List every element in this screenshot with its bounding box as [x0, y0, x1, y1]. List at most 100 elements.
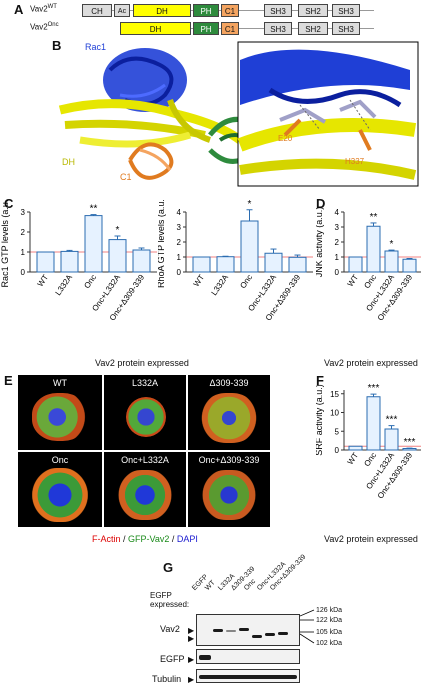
y-tick-label: 0 [177, 268, 182, 277]
y-tick-label: 2 [21, 228, 26, 237]
bar [84, 215, 103, 273]
panel-label-b: B [52, 38, 62, 53]
arrow-vav2-a: ▶ [188, 626, 195, 635]
significance-label: ** [90, 204, 98, 215]
panel-label-a: A [14, 2, 24, 17]
panel-label-f: F [316, 373, 324, 388]
marker-ticks [300, 609, 315, 644]
bar [60, 250, 79, 273]
c1-structure [128, 142, 174, 180]
arrow-vav2-b: ▶ [188, 634, 195, 643]
blot-egfp [196, 649, 300, 664]
y-tick-label: 1 [177, 253, 182, 262]
vav2-onc-label: Vav2Onc [30, 22, 59, 32]
rac1-label: Rac1 [85, 42, 106, 52]
y-axis-label: JNK activity (a.u.) [316, 207, 324, 278]
panel-label-e: E [4, 373, 13, 388]
x-tick-label: WT [346, 451, 361, 466]
x-tick-label: L332A [53, 272, 74, 297]
panel-label-d: D [316, 196, 326, 211]
marker-126: 126 kDa [316, 607, 343, 614]
micrograph-delta309-339: Δ309-339 [188, 375, 270, 450]
e20-label: E20 [278, 134, 293, 143]
bar [384, 428, 399, 451]
domain-c1-onc: C1 [221, 22, 239, 35]
vav2-wt-label: Vav2WT [30, 4, 57, 14]
chart-rhoa: RhoA GTP levels (a.u.)01234WTL332A*OncOn… [158, 200, 313, 322]
panel-c-xlabel: Vav2 protein expressed [95, 358, 189, 368]
bar [366, 396, 381, 451]
x-tick-label: WT [36, 273, 51, 288]
significance-label: *** [404, 437, 416, 448]
x-tick-label: Onc [362, 273, 378, 290]
blot-vav2 [196, 614, 300, 646]
stain-legend: F-Actin / GFP-Vav2 / DAPI [92, 534, 198, 544]
micrograph-onc-delta309-339: Onc+Δ309-339 [188, 452, 270, 527]
onc-domain-line [120, 28, 374, 29]
y-tick-label: 2 [177, 238, 182, 247]
lane-labels: EGFP WT L332A Δ309-339 Onc Onc+L332A Onc… [191, 554, 307, 605]
y-axis-label: SRF activity (a.u.) [316, 384, 324, 456]
c1-label: C1 [120, 172, 132, 182]
significance-label: ** [370, 212, 378, 223]
marker-102: 102 kDa [316, 640, 343, 647]
row-label-vav2: Vav2 [160, 624, 180, 634]
micrograph-onc-l332a: Onc+L332A [104, 452, 186, 527]
domain-c1-wt: C1 [221, 4, 239, 17]
domain-dh-wt: DH [133, 4, 191, 17]
bar [36, 251, 55, 273]
x-tick-label: WT [192, 273, 207, 288]
domain-sh3b-wt: SH3 [332, 4, 360, 17]
bar [216, 256, 235, 273]
marker-105: 105 kDa [316, 629, 343, 636]
bar [264, 252, 283, 273]
domain-ph-onc: PH [193, 22, 219, 35]
domain-ac: Ac [114, 4, 130, 17]
domain-ch: CH [82, 4, 112, 17]
panel-d-xlabel: Vav2 protein expressed [324, 358, 418, 368]
significance-label: * [116, 225, 120, 236]
y-tick-label: 3 [335, 223, 340, 232]
egfp-expressed-label: EGFP expressed: [150, 591, 190, 609]
domain-dh-onc: DH [120, 22, 191, 35]
y-tick-label: 4 [177, 208, 182, 217]
bar [288, 256, 307, 273]
bar [402, 258, 417, 273]
row-label-tubulin: Tubulin [152, 674, 182, 684]
marker-122: 122 kDa [316, 617, 343, 624]
panel-f-xlabel: Vav2 protein expressed [324, 534, 418, 544]
bar [348, 256, 363, 273]
y-tick-label: 1 [21, 248, 26, 257]
y-tick-label: 0 [335, 268, 340, 277]
domain-sh2-wt: SH2 [298, 4, 328, 17]
y-tick-label: 0 [335, 446, 340, 455]
micrograph-l332a: L332A [104, 375, 186, 450]
bar [132, 249, 151, 273]
x-tick-label: Onc [362, 451, 378, 468]
x-tick-label: Onc [238, 273, 254, 290]
x-tick-label: WT [346, 273, 361, 288]
x-tick-label: Onc [82, 273, 98, 290]
bar [108, 239, 127, 273]
y-tick-label: 15 [330, 390, 339, 399]
blot-tubulin [196, 669, 300, 683]
panel-label-c: C [4, 196, 14, 211]
domain-sh3a-onc: SH3 [264, 22, 292, 35]
bar [348, 445, 363, 451]
chart-jnk: JNK activity (a.u.)01234WT**Onc*Onc+L332… [316, 207, 421, 322]
y-tick-label: 1 [335, 253, 340, 262]
h337-label: H337 [345, 157, 365, 166]
y-tick-label: 10 [330, 409, 339, 418]
arrow-egfp: ▶ [188, 655, 195, 664]
chart-srf: SRF activity (a.u.)051015WT***Onc***Onc+… [316, 383, 421, 500]
y-tick-label: 0 [21, 268, 26, 277]
domain-sh3a-wt: SH3 [264, 4, 292, 17]
significance-label: *** [368, 383, 380, 394]
structure-figure: Rac1 DH PH C1 E20 H337 [58, 41, 419, 187]
y-tick-label: 5 [335, 427, 340, 436]
domain-sh2-onc: SH2 [298, 22, 328, 35]
dh-label: DH [62, 157, 75, 167]
x-tick-label: L332A [209, 272, 230, 297]
bar [192, 256, 211, 273]
